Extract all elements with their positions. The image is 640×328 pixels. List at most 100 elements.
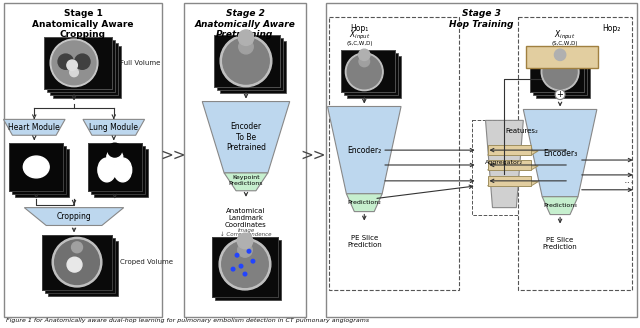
FancyBboxPatch shape	[344, 53, 398, 94]
Polygon shape	[488, 166, 538, 170]
Circle shape	[236, 254, 239, 257]
Polygon shape	[224, 173, 268, 191]
Text: PE Slice
Prediction: PE Slice Prediction	[347, 236, 381, 248]
Text: ↓ Correspondence: ↓ Correspondence	[220, 232, 272, 237]
Polygon shape	[524, 110, 597, 197]
FancyBboxPatch shape	[44, 37, 112, 89]
Circle shape	[231, 267, 235, 271]
Circle shape	[543, 55, 577, 89]
Circle shape	[243, 272, 247, 276]
Ellipse shape	[98, 158, 116, 182]
FancyBboxPatch shape	[341, 50, 395, 92]
Text: Stage 1
Anatomically Aware
Cropping: Stage 1 Anatomically Aware Cropping	[32, 9, 134, 39]
Text: $X_{input}$: $X_{input}$	[554, 29, 576, 42]
FancyBboxPatch shape	[15, 149, 69, 197]
FancyBboxPatch shape	[214, 35, 280, 87]
Circle shape	[50, 39, 98, 87]
FancyBboxPatch shape	[212, 237, 278, 297]
Text: Figure 1 for Anatomically aware dual-hop learning for pulmonary embolism detecti: Figure 1 for Anatomically aware dual-hop…	[6, 318, 369, 323]
FancyBboxPatch shape	[94, 149, 148, 197]
Circle shape	[52, 41, 96, 85]
Circle shape	[70, 68, 78, 77]
Circle shape	[219, 238, 271, 290]
Circle shape	[75, 54, 90, 69]
FancyBboxPatch shape	[533, 53, 587, 94]
Polygon shape	[488, 151, 538, 155]
Circle shape	[221, 241, 268, 287]
Circle shape	[237, 233, 253, 249]
Text: Cropping: Cropping	[57, 212, 92, 221]
FancyBboxPatch shape	[212, 237, 278, 297]
FancyBboxPatch shape	[184, 3, 306, 317]
Circle shape	[107, 149, 123, 165]
FancyBboxPatch shape	[10, 143, 63, 191]
Circle shape	[108, 143, 122, 157]
Text: Stage 2
Anatomically Aware
Pretraining: Stage 2 Anatomically Aware Pretraining	[195, 9, 296, 39]
Polygon shape	[346, 194, 382, 212]
Polygon shape	[328, 107, 401, 194]
Circle shape	[239, 39, 253, 54]
Circle shape	[555, 56, 565, 67]
Polygon shape	[3, 119, 65, 135]
Text: ...: ...	[624, 175, 635, 185]
Text: Prediction₂: Prediction₂	[348, 200, 381, 205]
Circle shape	[237, 243, 252, 257]
Text: Anatomical
Landmark
Coordinates: Anatomical Landmark Coordinates	[225, 208, 267, 228]
FancyBboxPatch shape	[518, 17, 632, 290]
Text: Heart Module: Heart Module	[8, 123, 60, 132]
Polygon shape	[488, 160, 531, 170]
FancyBboxPatch shape	[215, 240, 281, 300]
FancyBboxPatch shape	[330, 17, 459, 290]
FancyBboxPatch shape	[217, 38, 283, 90]
Circle shape	[67, 60, 77, 71]
Circle shape	[67, 257, 82, 272]
Circle shape	[348, 55, 381, 89]
Circle shape	[541, 53, 579, 91]
Text: Aggregator₂: Aggregator₂	[485, 159, 524, 165]
Circle shape	[220, 35, 272, 87]
FancyBboxPatch shape	[220, 41, 285, 92]
Circle shape	[358, 49, 370, 60]
FancyBboxPatch shape	[50, 43, 118, 94]
Text: $X_{input}$: $X_{input}$	[349, 29, 370, 42]
FancyBboxPatch shape	[42, 236, 112, 290]
Text: +: +	[557, 90, 564, 99]
Circle shape	[223, 38, 269, 84]
FancyBboxPatch shape	[42, 236, 112, 290]
Polygon shape	[488, 145, 531, 155]
FancyBboxPatch shape	[10, 143, 63, 191]
Text: (S,C,W,D): (S,C,W,D)	[346, 41, 372, 46]
FancyBboxPatch shape	[48, 241, 118, 296]
Circle shape	[251, 259, 255, 263]
FancyBboxPatch shape	[12, 146, 66, 194]
FancyBboxPatch shape	[526, 46, 598, 68]
Text: Keypoint
Predictions: Keypoint Predictions	[228, 175, 263, 186]
FancyBboxPatch shape	[214, 35, 280, 87]
Text: $(B,C_{agg},W,H)$: $(B,C_{agg},W,H)$	[543, 55, 582, 65]
Text: Encoder
To Be
Pretrained: Encoder To Be Pretrained	[226, 122, 266, 152]
FancyBboxPatch shape	[88, 143, 141, 191]
Polygon shape	[488, 182, 538, 186]
Text: $Features_{recall}$: $Features_{recall}$	[541, 48, 583, 56]
Text: Croped Volume: Croped Volume	[120, 259, 173, 265]
Polygon shape	[83, 119, 145, 135]
Text: Stage 3
Hop Training: Stage 3 Hop Training	[449, 9, 513, 29]
Text: Encoder₃: Encoder₃	[543, 149, 577, 157]
FancyBboxPatch shape	[53, 46, 121, 97]
Text: >>: >>	[161, 148, 186, 163]
FancyBboxPatch shape	[536, 56, 590, 97]
Polygon shape	[542, 197, 578, 215]
Polygon shape	[24, 208, 124, 225]
Circle shape	[239, 264, 243, 268]
Text: Hop₁: Hop₁	[350, 24, 369, 33]
Text: Image: Image	[237, 228, 255, 233]
Ellipse shape	[114, 158, 132, 182]
Text: Full Volume: Full Volume	[120, 60, 160, 66]
Text: Prediction₃: Prediction₃	[543, 203, 577, 208]
FancyBboxPatch shape	[45, 238, 115, 293]
FancyBboxPatch shape	[341, 50, 395, 92]
Circle shape	[555, 90, 565, 100]
Circle shape	[346, 53, 383, 91]
FancyBboxPatch shape	[88, 143, 141, 191]
Polygon shape	[486, 120, 524, 208]
